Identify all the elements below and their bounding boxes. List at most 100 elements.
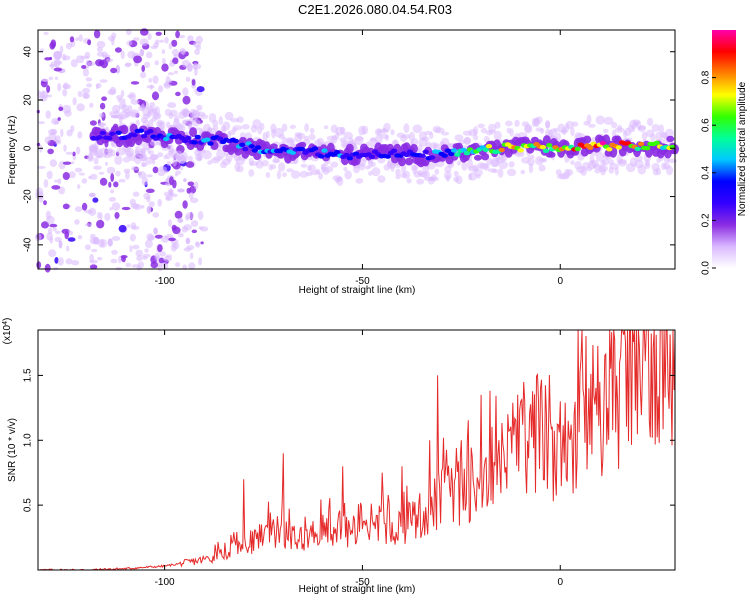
- noise-blob: [139, 38, 149, 46]
- halo-blob: [165, 121, 171, 129]
- halo-blob: [647, 117, 654, 127]
- noise-blob: [167, 72, 175, 76]
- colorbar: 0.0 0.2 0.4 0.6 0.8 Normalized spectral ampl…: [701, 30, 748, 275]
- noise-blob: [182, 87, 189, 97]
- noise-blob: [84, 223, 92, 227]
- noise-blob: [159, 251, 166, 257]
- noise-blob: [69, 36, 75, 43]
- halo-blob: [665, 165, 674, 176]
- halo-blob: [308, 133, 316, 141]
- halo-blob: [390, 129, 395, 136]
- noise-blob: [111, 36, 115, 46]
- noise-blob: [132, 191, 140, 197]
- halo-blob: [667, 158, 678, 164]
- noise-blob: [81, 65, 87, 69]
- halo-blob: [265, 172, 271, 178]
- noise-blob: [43, 31, 49, 35]
- ridge-core: [637, 141, 645, 147]
- noise-blob: [39, 145, 43, 153]
- noise-blob: [65, 42, 73, 50]
- noise-blob: [85, 59, 90, 69]
- noise-blob: [77, 184, 81, 190]
- noise-blob: [88, 192, 96, 198]
- noise-blob: [57, 83, 62, 92]
- snr-series-group: [38, 329, 676, 571]
- spec-x-tick-label: 0: [557, 276, 563, 287]
- halo-blob: [498, 160, 509, 170]
- noise-blob: [44, 263, 51, 273]
- noise-blob: [62, 172, 70, 180]
- ridge-core: [634, 146, 641, 152]
- halo-blob: [602, 158, 610, 166]
- noise-blob: [163, 255, 173, 262]
- halo-blob: [130, 109, 140, 119]
- noise-blob: [110, 173, 115, 182]
- noise-blob: [167, 189, 174, 193]
- halo-blob: [455, 175, 463, 185]
- noise-blob: [146, 196, 151, 203]
- noise-blob: [169, 176, 174, 186]
- ridge-core: [185, 135, 192, 141]
- noise-blob: [132, 244, 140, 250]
- noise-blob: [57, 257, 64, 266]
- ridge-blob: [189, 127, 198, 138]
- noise-blob: [58, 106, 64, 112]
- noise-blob: [89, 120, 97, 126]
- noise-blob: [70, 161, 75, 165]
- halo-blob: [527, 154, 535, 160]
- snr-x-tick-label: 0: [557, 577, 563, 588]
- halo-blob: [98, 112, 105, 118]
- halo-blob: [434, 168, 440, 175]
- halo-blob: [528, 163, 534, 174]
- noise-blob: [153, 227, 158, 235]
- noise-blob: [108, 181, 112, 188]
- halo-blob: [505, 120, 513, 127]
- noise-blob: [96, 219, 105, 229]
- noise-blob: [141, 205, 145, 209]
- halo-blob: [384, 135, 390, 141]
- noise-blob: [84, 209, 94, 214]
- halo-blob: [216, 149, 226, 159]
- noise-blob: [155, 31, 162, 36]
- noise-blob: [77, 90, 83, 98]
- halo-blob: [149, 154, 159, 161]
- snr-panel: -100 -50 0 0.5 1.0 1.5 (x104) Height of stra…: [2, 318, 676, 595]
- halo-blob: [265, 130, 270, 139]
- noise-blob: [152, 75, 159, 84]
- noise-blob: [129, 245, 133, 253]
- noise-blob: [146, 85, 155, 89]
- noise-blob: [110, 189, 115, 194]
- noise-blob: [142, 256, 148, 260]
- noise-blob: [146, 174, 153, 178]
- ridge-core: [574, 146, 581, 152]
- halo-blob: [201, 150, 212, 160]
- noise-blob: [126, 224, 131, 228]
- noise-blob: [172, 57, 179, 65]
- noise-blob: [157, 169, 166, 177]
- noise-blob: [185, 76, 191, 83]
- colorbar-tick-label: 0.2: [701, 213, 712, 227]
- ridge-core: [390, 148, 398, 153]
- halo-blob: [618, 159, 627, 167]
- noise-blob: [185, 161, 195, 168]
- noise-blob: [174, 210, 183, 219]
- noise-blob: [66, 245, 70, 252]
- halo-blob: [177, 111, 187, 119]
- noise-blob: [152, 212, 159, 218]
- noise-blob: [89, 259, 98, 264]
- ridge-core: [463, 151, 471, 156]
- noise-blob: [196, 104, 203, 111]
- halo-blob: [353, 165, 360, 174]
- halo-blob: [412, 124, 423, 134]
- halo-blob: [175, 122, 184, 131]
- noise-blob: [145, 51, 153, 59]
- halo-blob: [169, 109, 178, 117]
- halo-blob: [371, 167, 381, 177]
- noise-blob: [96, 40, 106, 49]
- halo-blob: [598, 164, 608, 173]
- noise-blob: [108, 196, 117, 202]
- noise-blob: [114, 47, 122, 53]
- halo-blob: [524, 125, 533, 134]
- halo-blob: [555, 169, 562, 176]
- noise-blob: [183, 178, 187, 183]
